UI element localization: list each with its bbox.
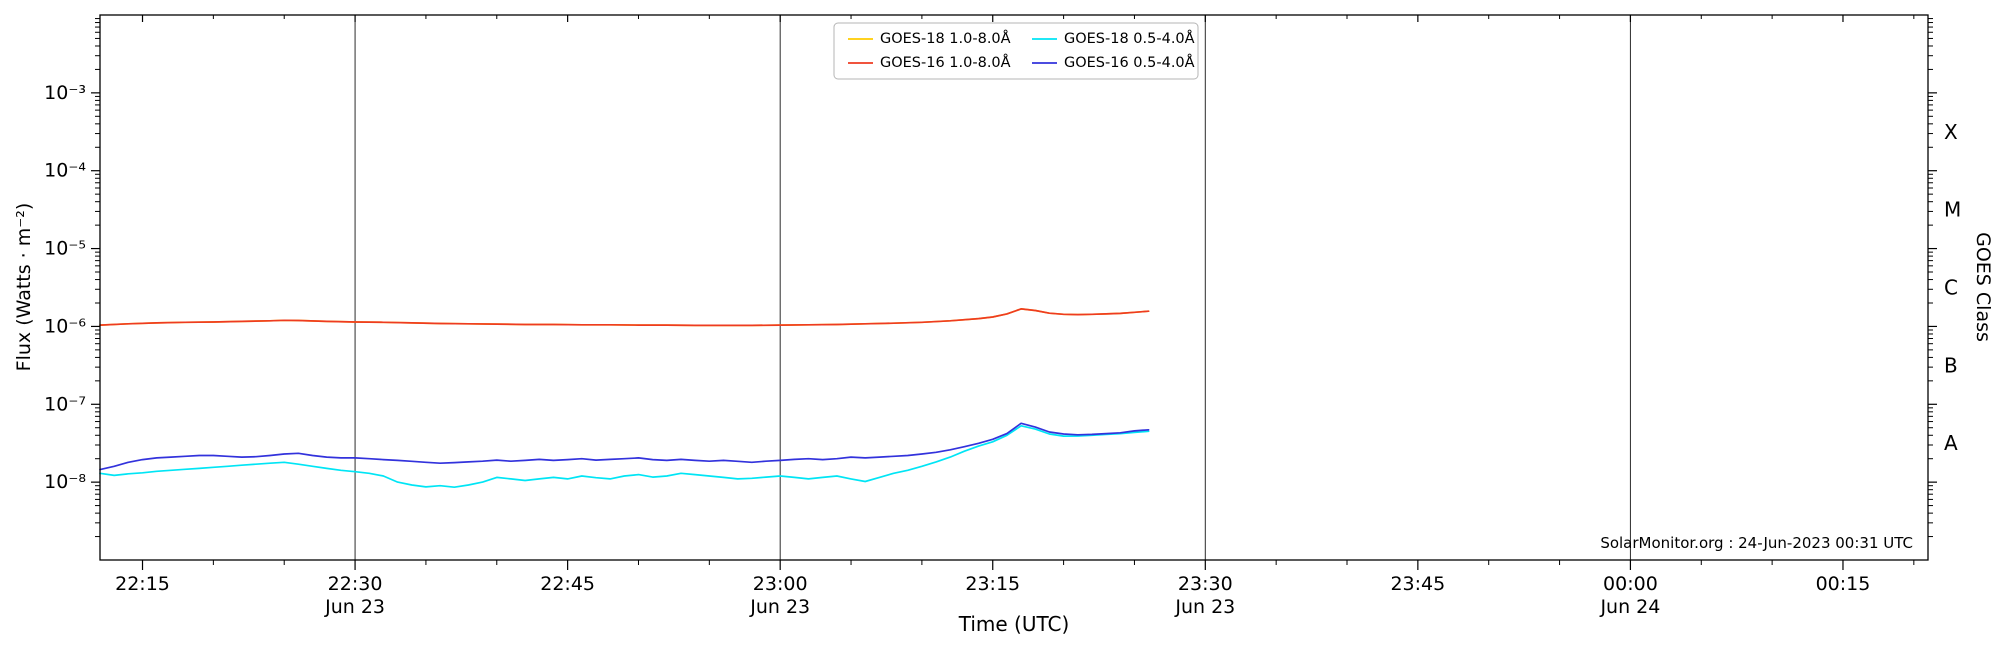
goes-class-label-C: C [1944, 276, 1958, 300]
legend-label: GOES-16 1.0-8.0Å [880, 54, 1011, 71]
series-goes16-short [99, 422, 1150, 471]
y-tick-label: 10⁻³ [44, 82, 86, 104]
plot-frame [99, 14, 1929, 561]
y-tick-label: 10⁻⁶ [44, 315, 86, 337]
goes-class-label-A: A [1944, 431, 1958, 455]
x-date-label: Jun 23 [324, 596, 385, 618]
x-tick-label: 00:15 [1816, 573, 1871, 595]
goes-class-label-B: B [1944, 353, 1958, 377]
x-date-label: Jun 24 [1599, 596, 1660, 618]
right-axis-label: GOES Class [1972, 232, 1994, 342]
legend-label: GOES-18 0.5-4.0Å [1064, 30, 1195, 47]
x-date-label: Jun 23 [749, 596, 810, 618]
series-goes16-long [99, 308, 1150, 327]
legend-label: GOES-16 0.5-4.0Å [1064, 54, 1195, 71]
x-date-label: Jun 23 [1174, 596, 1235, 618]
x-tick-label: 22:45 [540, 573, 595, 595]
y-tick-label: 10⁻⁴ [44, 160, 86, 182]
goes-class-label-M: M [1944, 198, 1961, 222]
x-tick-label: 00:00 [1603, 573, 1658, 595]
x-tick-label: 22:15 [115, 573, 170, 595]
y-tick-label: 10⁻⁸ [44, 471, 86, 493]
x-tick-label: 23:45 [1390, 573, 1445, 595]
solarmonitor-credit: SolarMonitor.org : 24-Jun-2023 00:31 UTC [1600, 534, 1913, 552]
x-tick-label: 23:00 [753, 573, 808, 595]
legend-box [833, 22, 1199, 80]
x-tick-label: 23:15 [965, 573, 1020, 595]
y-axis-label: Flux (Watts · m⁻²) [13, 202, 35, 372]
x-tick-label: 22:30 [328, 573, 383, 595]
y-tick-label: 10⁻⁷ [44, 393, 86, 415]
goes-class-label-X: X [1944, 120, 1958, 144]
x-tick-label: 23:30 [1178, 573, 1233, 595]
legend-label: GOES-18 1.0-8.0Å [880, 30, 1011, 47]
series-goes18-short [99, 424, 1150, 489]
y-tick-label: 10⁻⁵ [44, 238, 86, 260]
x-axis-label: Time (UTC) [958, 612, 1070, 636]
